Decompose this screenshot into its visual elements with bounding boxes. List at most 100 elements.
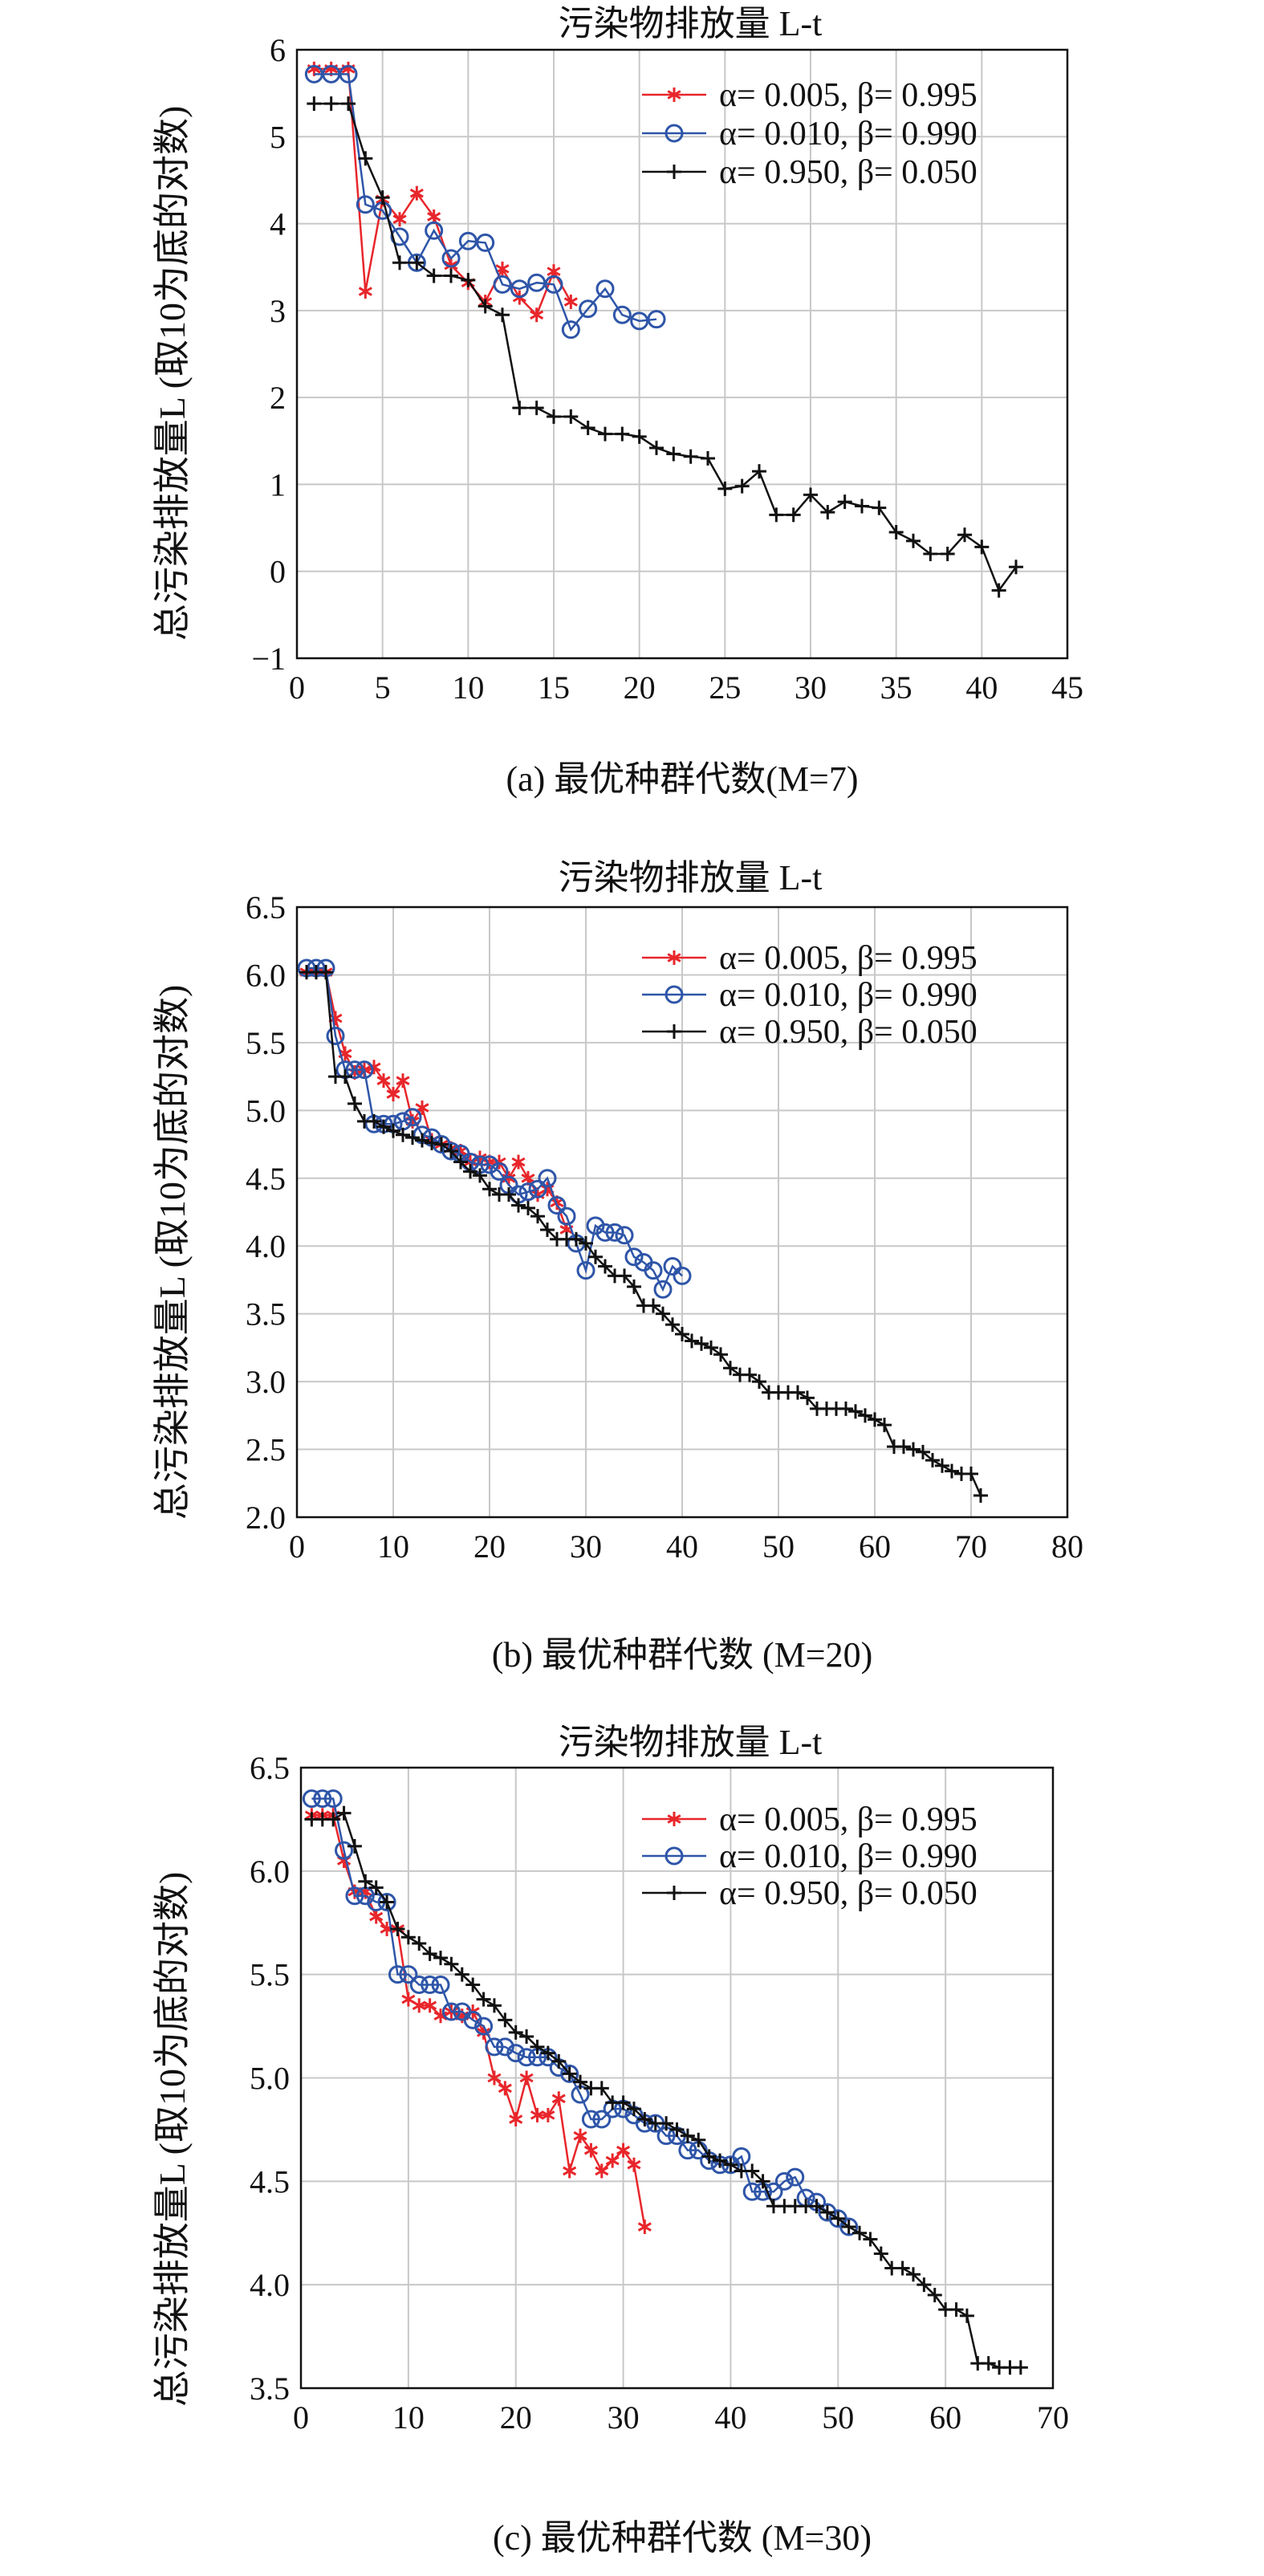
data-point (665, 1317, 680, 1333)
y-axis-label: 总污染排放量L (取10为底的对数) (152, 1872, 193, 2407)
x-tick-label: 0 (289, 669, 305, 706)
data-point (508, 2025, 523, 2040)
data-point (495, 261, 510, 276)
y-tick-label: 3 (270, 293, 286, 329)
data-point (579, 299, 598, 319)
data-point (347, 1838, 362, 1854)
data-point (519, 2070, 534, 2086)
data-point (573, 2074, 588, 2090)
data-point (819, 2204, 835, 2220)
series-line (314, 102, 1018, 593)
data-point (530, 1209, 545, 1224)
data-point (839, 1401, 853, 1416)
chart-title: 污染物排放量 L-t (559, 858, 823, 897)
data-point (839, 2217, 859, 2236)
data-point (368, 1880, 384, 1895)
data-point (547, 409, 561, 424)
data-point (341, 96, 356, 112)
data-point (401, 1992, 416, 2007)
data-point (463, 2010, 482, 2029)
series-2 (307, 96, 1023, 598)
data-point (803, 487, 818, 503)
data-point (482, 1182, 497, 1197)
data-point (605, 2153, 620, 2168)
x-tick-label: 80 (1051, 1528, 1083, 1565)
data-point (612, 305, 632, 324)
legend-label: α= 0.005, β= 0.995 (719, 77, 977, 114)
data-point (957, 527, 972, 543)
data-point (973, 1487, 988, 1503)
y-tick-label: 1 (270, 466, 286, 503)
data-point (786, 2167, 805, 2187)
data-point (717, 481, 733, 496)
data-point (461, 272, 476, 287)
data-point (888, 524, 904, 539)
data-point (627, 2157, 641, 2172)
data-point (444, 268, 458, 283)
data-point (431, 1976, 450, 1995)
data-point (396, 1073, 410, 1089)
legend-item: α= 0.005, β= 0.995 (642, 1801, 977, 1838)
data-point (390, 1921, 405, 1936)
y-tick-label: 3.5 (250, 2370, 290, 2407)
data-point (521, 1200, 535, 1215)
data-point (326, 1026, 345, 1045)
data-point (530, 2039, 545, 2054)
data-point (557, 1207, 576, 1226)
legend-marker (667, 165, 681, 179)
data-point (323, 1789, 343, 1809)
data-point (685, 1333, 699, 1349)
data-point (917, 2277, 932, 2293)
legend-marker (667, 1886, 681, 1900)
data-point (444, 1956, 459, 1972)
legend-item: α= 0.950, β= 0.050 (642, 154, 977, 191)
data-point (313, 1789, 332, 1809)
data-point (605, 1223, 624, 1242)
legend-item: α= 0.950, β= 0.050 (642, 1014, 977, 1051)
data-point (544, 275, 563, 294)
data-point (579, 1235, 593, 1251)
data-point (669, 2122, 685, 2137)
y-tick-label: 5.5 (246, 1025, 286, 1061)
legend-marker (665, 1846, 684, 1866)
data-point (405, 1130, 420, 1146)
data-point (752, 464, 766, 479)
legend-label: α= 0.005, β= 0.995 (719, 940, 977, 977)
data-point (409, 1976, 429, 1995)
data-point (426, 268, 441, 283)
data-point (400, 1930, 416, 1945)
data-point (831, 2211, 846, 2226)
data-point (837, 494, 852, 510)
data-point (723, 2157, 738, 2172)
data-point (800, 1390, 815, 1406)
data-point (345, 1886, 364, 1906)
data-point (540, 2045, 555, 2061)
y-tick-label: 3.0 (246, 1364, 286, 1400)
x-tick-label: 5 (375, 669, 391, 706)
data-point (390, 227, 409, 246)
data-point (463, 1164, 478, 1179)
data-point (538, 1169, 557, 1188)
y-tick-label: 5.5 (250, 1957, 290, 1993)
data-point (627, 1279, 641, 1294)
data-point (465, 1977, 481, 1992)
x-tick-label: 15 (538, 669, 570, 706)
legend-item: α= 0.005, β= 0.995 (642, 940, 977, 977)
data-point (644, 1261, 663, 1280)
data-point (355, 1060, 374, 1080)
y-tick-label: 4.5 (246, 1161, 286, 1197)
chart-caption: (b) 最优种群代数 (M=20) (492, 1635, 873, 1675)
plot-frame (295, 48, 1069, 660)
data-point (358, 151, 373, 166)
series-2 (304, 1805, 1028, 2375)
data-point (617, 1268, 632, 1284)
data-point (517, 2048, 536, 2067)
legend-label: α= 0.005, β= 0.995 (719, 1801, 977, 1838)
x-tick-label: 40 (666, 1528, 698, 1565)
data-point (478, 299, 493, 314)
y-tick-label: 6 (270, 32, 286, 68)
x-tick-label: 35 (880, 669, 912, 706)
data-point (656, 1306, 670, 1321)
data-point (742, 1367, 757, 1382)
